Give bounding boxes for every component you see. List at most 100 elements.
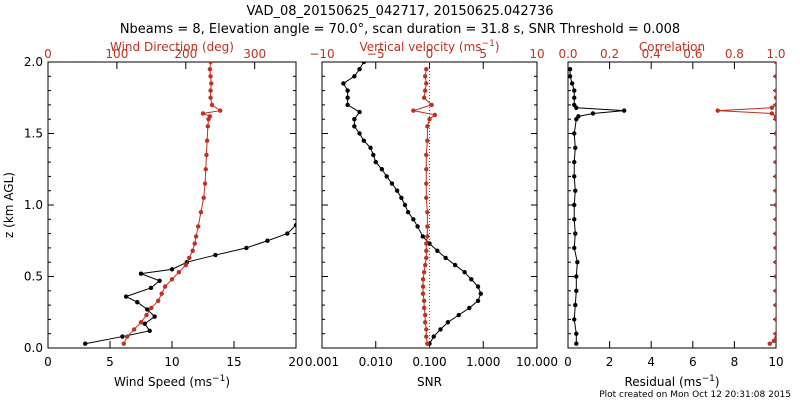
data-point: [424, 152, 429, 158]
data-point: [420, 291, 426, 296]
data-point: [475, 284, 481, 289]
data-point: [773, 331, 776, 336]
data-point: [576, 114, 581, 119]
x-axis-label-right-main: Residual (ms: [624, 375, 701, 389]
series-line: [569, 69, 625, 344]
series-line: [342, 62, 482, 344]
data-point: [432, 112, 438, 118]
data-point: [352, 74, 357, 79]
top-axis-label-middle-end: ): [495, 40, 500, 54]
data-point: [420, 284, 426, 289]
data-point: [394, 188, 400, 193]
data-point: [574, 341, 579, 346]
data-point: [187, 255, 192, 261]
data-point: [345, 102, 350, 108]
data-point: [176, 270, 182, 275]
data-point: [425, 224, 430, 229]
x-tick-label: 0.010: [359, 355, 393, 369]
data-point: [384, 174, 389, 179]
data-point: [352, 117, 357, 122]
data-point: [421, 305, 427, 311]
data-point: [204, 152, 209, 158]
data-point: [169, 267, 175, 272]
data-point: [429, 102, 434, 108]
data-point: [572, 95, 577, 100]
data-point: [83, 341, 88, 346]
top-axis-label-right: Correlation: [639, 40, 705, 54]
data-point: [773, 202, 776, 208]
data-point: [773, 188, 776, 193]
top-tick-label: 0: [44, 47, 52, 61]
data-point: [427, 241, 432, 246]
data-point: [352, 124, 357, 129]
data-point: [420, 277, 426, 282]
data-point: [572, 202, 577, 208]
data-point: [469, 277, 474, 282]
data-point: [773, 74, 776, 79]
x-tick-label: 4: [647, 355, 655, 369]
data-point: [572, 317, 577, 322]
y-axis-label: z (km AGL): [2, 172, 16, 238]
x-axis-label-left-exponent: −1: [212, 374, 225, 384]
data-point: [420, 234, 425, 239]
data-point: [425, 234, 430, 239]
data-point: [769, 111, 775, 116]
data-point: [424, 255, 429, 261]
data-point: [425, 138, 430, 143]
top-tick-label: 0.6: [683, 47, 702, 61]
series-group-right: [568, 62, 776, 346]
data-point: [159, 291, 164, 296]
data-point: [145, 307, 150, 312]
data-point: [572, 159, 577, 165]
data-point: [452, 262, 458, 268]
data-point: [574, 288, 579, 293]
data-point: [572, 102, 577, 108]
series-line: [717, 62, 776, 345]
data-point: [773, 102, 776, 108]
data-point: [368, 145, 373, 150]
data-point: [773, 62, 776, 65]
x-tick-label: 0: [564, 355, 572, 369]
data-point: [467, 305, 472, 311]
data-point: [575, 260, 580, 265]
data-point: [715, 108, 720, 113]
x-tick-label: 2: [606, 355, 614, 369]
data-point: [773, 145, 776, 150]
top-tick-label: 300: [243, 47, 266, 61]
data-point: [443, 255, 448, 261]
x-axis-label-left-main: Wind Speed (ms: [114, 375, 212, 389]
data-point: [207, 66, 213, 72]
data-point: [293, 222, 296, 228]
data-point: [572, 131, 577, 136]
data-point: [411, 108, 416, 113]
data-point: [131, 327, 137, 332]
data-point: [424, 334, 429, 339]
data-point: [121, 341, 126, 346]
footer-note: Plot created on Mon Oct 12 20:31:08 2015: [599, 390, 791, 400]
data-point: [424, 248, 429, 253]
top-tick-label: 200: [174, 47, 197, 61]
data-point: [773, 288, 776, 293]
data-point: [438, 327, 443, 332]
data-point: [144, 312, 149, 318]
data-point: [425, 209, 430, 215]
data-point: [773, 274, 776, 279]
data-point: [773, 159, 776, 165]
series-group-left: [83, 62, 296, 346]
data-point: [773, 245, 776, 251]
data-point: [569, 81, 575, 86]
data-point: [478, 291, 483, 296]
data-point: [169, 277, 175, 282]
data-point: [773, 231, 776, 236]
data-point: [773, 302, 776, 308]
data-point: [773, 95, 776, 100]
panel-frame-right: [567, 61, 777, 349]
data-point: [423, 74, 428, 79]
data-point: [767, 341, 772, 346]
y-tick-label: 1.5: [24, 127, 43, 141]
y-tick-label: 1.0: [24, 198, 43, 212]
data-point: [572, 245, 577, 251]
data-point: [573, 188, 578, 193]
data-point: [423, 262, 428, 268]
data-point: [425, 124, 430, 129]
